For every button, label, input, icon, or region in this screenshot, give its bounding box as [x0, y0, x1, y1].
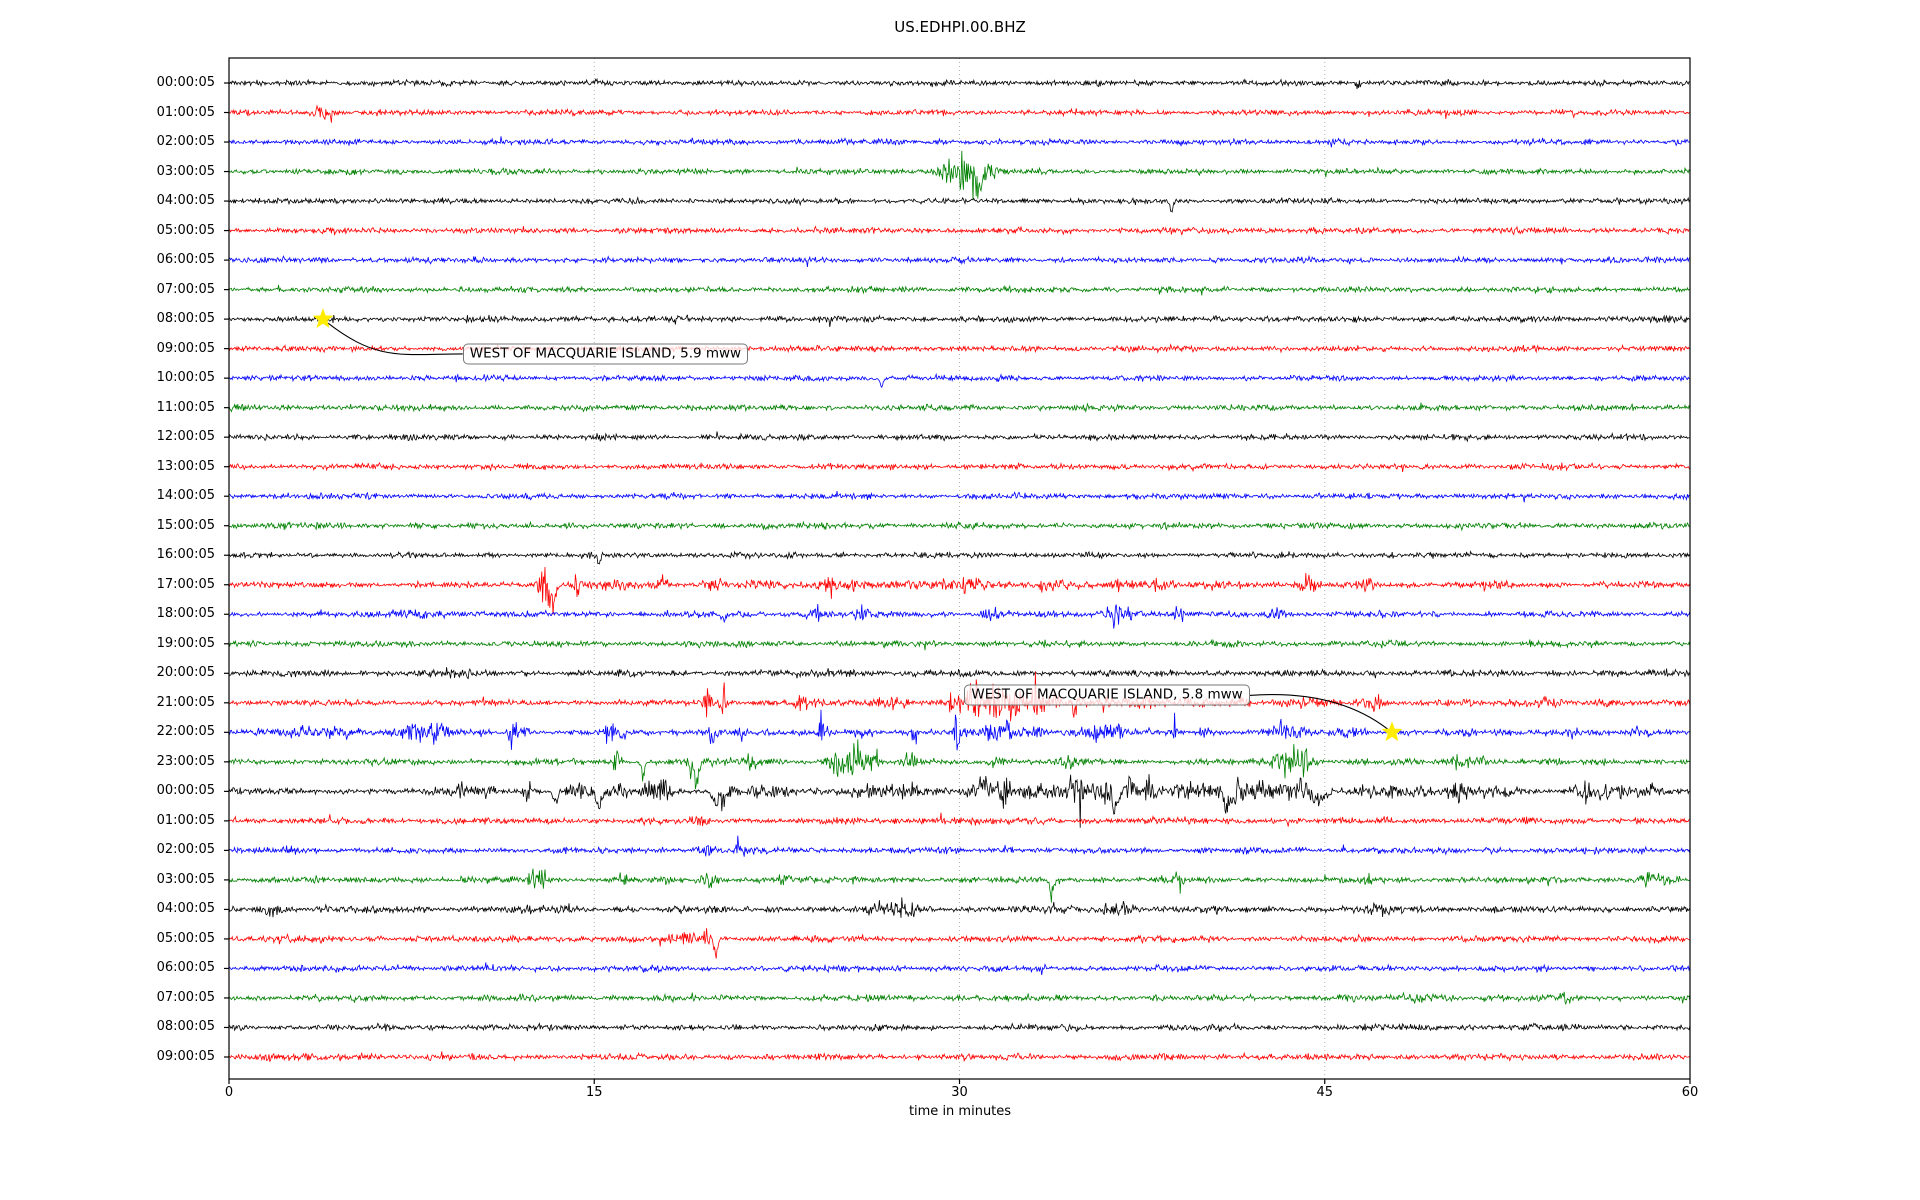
seismogram-trace-04-00-05-r28 [228, 897, 1691, 918]
seismogram-trace-01-00-05-r25 [228, 812, 1690, 827]
seismogram-trace-02-00-05-r26 [228, 835, 1691, 857]
seismogram-trace-06-00-05-r30 [228, 962, 1691, 975]
y-tick-label: 18:00:05 [156, 606, 215, 622]
y-tick-label: 16:00:05 [156, 547, 215, 563]
y-tick-label: 04:00:05 [156, 193, 215, 209]
y-tick-label: 06:00:05 [156, 960, 215, 976]
seismogram-trace-19-00-05-r19 [228, 638, 1691, 651]
y-tick-label: 09:00:05 [156, 1048, 215, 1064]
seismogram-trace-05-00-05-r5 [228, 225, 1690, 236]
seismogram-trace-00-00-05-r24 [228, 774, 1690, 828]
seismogram-trace-03-00-05-r27 [228, 868, 1691, 903]
seismogram-trace-11-00-05-r11 [228, 402, 1691, 413]
seismogram-trace-12-00-05-r12 [228, 431, 1690, 443]
y-tick-label: 00:00:05 [156, 75, 215, 90]
y-tick-label: 14:00:05 [156, 488, 215, 504]
y-tick-label: 11:00:05 [156, 399, 215, 415]
seismogram-trace-17-00-05-r17 [228, 566, 1691, 615]
seismogram-trace-22-00-05-r22 [228, 709, 1691, 751]
y-tick-label: 15:00:05 [156, 517, 215, 533]
annotation-event-5-8-mww: WEST OF MACQUARIE ISLAND, 5.8 mww [964, 684, 1250, 706]
y-tick-label: 02:00:05 [156, 842, 215, 858]
y-tick-label: 13:00:05 [156, 458, 215, 474]
event-star-icon [312, 308, 334, 328]
seismogram-trace-10-00-05-r10 [228, 372, 1691, 388]
y-tick-label: 10:00:05 [156, 370, 215, 386]
seismogram-trace-06-00-05-r6 [228, 254, 1691, 268]
y-tick-label: 17:00:05 [156, 576, 215, 592]
y-tick-label: 21:00:05 [156, 694, 215, 710]
seismogram-trace-03-00-05-r3 [228, 150, 1691, 201]
y-tick-label: 09:00:05 [156, 340, 215, 356]
y-tick-label: 03:00:05 [156, 163, 215, 179]
seismogram-trace-09-00-05-r33 [228, 1051, 1690, 1063]
y-tick-label: 19:00:05 [156, 635, 215, 651]
seismogram-trace-16-00-05-r16 [228, 550, 1691, 565]
seismogram-trace-14-00-05-r14 [228, 490, 1690, 503]
seismogram-trace-09-00-05-r9 [228, 343, 1691, 354]
seismogram-trace-08-00-05-r8 [228, 314, 1690, 327]
y-tick-label: 00:00:05 [156, 783, 215, 799]
chart-title: US.EDHPI.00.BHZ [894, 18, 1026, 36]
seismogram-trace-07-00-05-r31 [228, 991, 1691, 1006]
seismogram-trace-15-00-05-r15 [228, 520, 1691, 532]
seismogram-trace-01-00-05-r1 [228, 104, 1690, 123]
y-tick-label: 23:00:05 [156, 753, 215, 769]
seismogram-trace-23-00-05-r23 [228, 739, 1690, 790]
y-tick-label: 01:00:05 [156, 104, 215, 120]
annotation-leader-line [1249, 694, 1389, 730]
y-tick-label: 05:00:05 [156, 222, 215, 238]
seismogram-trace-18-00-05-r18 [228, 603, 1691, 629]
plot-border [228, 57, 1691, 1080]
x-tick-label: 15 [585, 1085, 603, 1100]
x-tick-label: 0 [224, 1085, 234, 1100]
y-tick-label: 02:00:05 [156, 134, 215, 150]
seismogram-trace-07-00-05-r7 [228, 284, 1690, 296]
seismogram-trace-00-00-05-r0 [228, 77, 1691, 90]
y-tick-label: 12:00:05 [156, 429, 215, 445]
y-tick-label: 06:00:05 [156, 252, 215, 268]
event-star-icon [1381, 721, 1403, 742]
x-tick-label: 30 [951, 1085, 968, 1100]
seismogram-trace-05-00-05-r29 [228, 928, 1690, 959]
y-tick-label: 22:00:05 [156, 724, 215, 740]
y-tick-label: 07:00:05 [156, 989, 215, 1005]
y-tick-label: 05:00:05 [156, 930, 215, 946]
y-tick-label: 03:00:05 [156, 871, 215, 887]
seismogram-trace-04-00-05-r4 [228, 196, 1691, 213]
y-tick-label: 20:00:05 [156, 665, 215, 681]
y-tick-label: 01:00:05 [156, 812, 215, 828]
x-axis-label: time in minutes [908, 1104, 1012, 1119]
seismogram-trace-20-00-05-r20 [228, 667, 1691, 680]
seismogram-trace-13-00-05-r13 [228, 461, 1691, 473]
y-tick-label: 07:00:05 [156, 281, 215, 297]
seismogram-trace-02-00-05-r2 [228, 136, 1690, 148]
x-tick-label: 60 [1681, 1085, 1699, 1100]
annotation-event-5-9-mww: WEST OF MACQUARIE ISLAND, 5.9 mww [462, 343, 749, 365]
annotation-leader-line [327, 322, 463, 356]
y-tick-label: 08:00:05 [156, 1019, 215, 1035]
seismogram-trace-08-00-05-r32 [228, 1022, 1691, 1033]
y-tick-label: 08:00:05 [156, 311, 215, 327]
y-tick-label: 04:00:05 [156, 901, 215, 917]
x-tick-label: 45 [1316, 1085, 1334, 1100]
seismogram-trace-21-00-05-r21 [228, 671, 1691, 722]
